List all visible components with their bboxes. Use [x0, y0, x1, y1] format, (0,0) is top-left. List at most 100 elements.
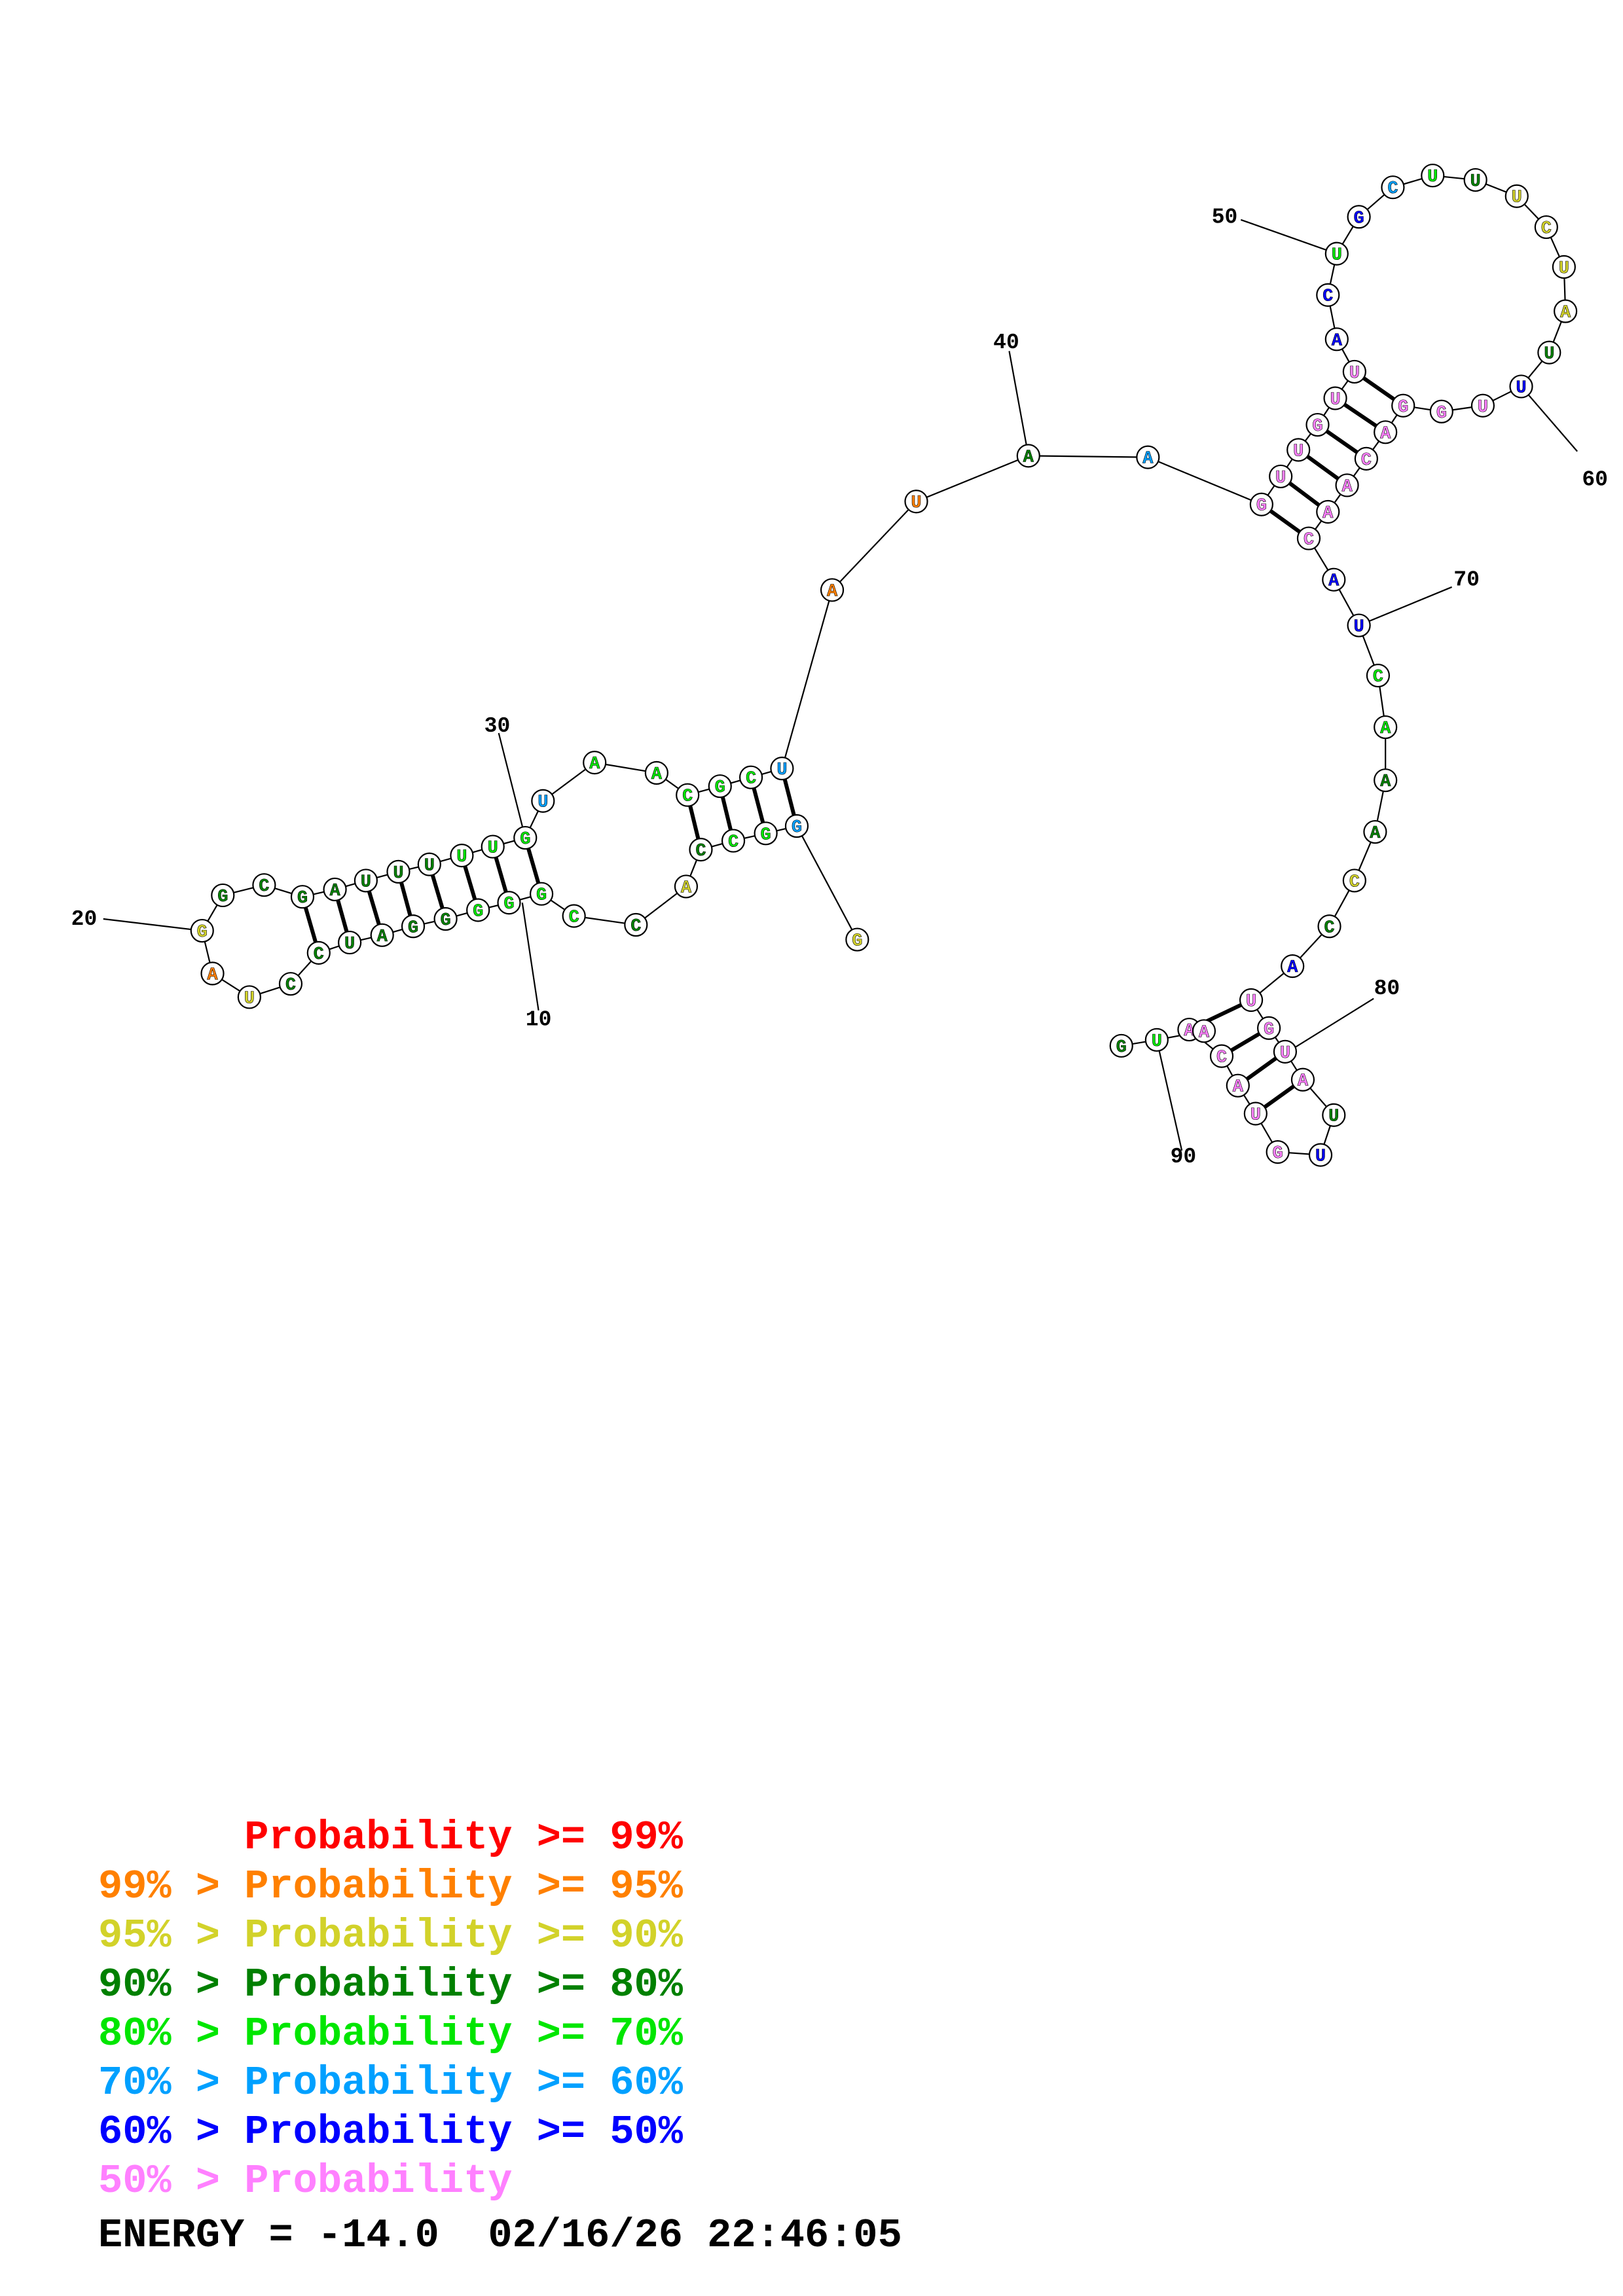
nucleotide: U	[338, 930, 362, 954]
nucleotide: C	[1381, 175, 1405, 200]
nucleotide-base: U	[1328, 1107, 1339, 1127]
position-number: 60	[1582, 467, 1608, 492]
nucleotide-base: A	[1322, 504, 1334, 524]
timestamp: 02/16/26 22:46:05	[488, 2212, 902, 2259]
nucleotide: U	[1421, 164, 1445, 187]
base-pair-lines	[301, 370, 1404, 1115]
nucleotide: C	[1209, 1044, 1234, 1068]
energy-label: ENERGY =	[98, 2212, 318, 2259]
nucleotide-base: A	[1380, 424, 1391, 444]
nucleotide: A	[644, 761, 668, 785]
nucleotide: A	[1324, 327, 1349, 351]
nucleotide-base: A	[1142, 450, 1154, 469]
position-number: 40	[993, 331, 1019, 355]
legend-text: Probability >= 70%	[244, 2011, 683, 2057]
nucleotide-base: C	[285, 976, 296, 996]
nucleotide: U	[1144, 1028, 1169, 1052]
nucleotide: G	[1109, 1033, 1133, 1058]
nucleotide-base: A	[827, 582, 838, 601]
legend-text: Probability >= 80%	[244, 1962, 683, 2008]
nucleotide-base: C	[1541, 219, 1552, 239]
nucleotide-base: A	[1184, 1022, 1195, 1041]
nucleotide-base: U	[1332, 246, 1342, 266]
nucleotide: G	[211, 883, 235, 907]
nucleotide: C	[306, 941, 331, 965]
nucleotide-base: C	[1216, 1049, 1227, 1068]
nucleotide-base: G	[440, 911, 450, 931]
nucleotide: G	[1305, 412, 1330, 437]
nucleotide-base: G	[197, 923, 208, 942]
nucleotide-base: G	[1116, 1038, 1127, 1058]
nucleotide-base: G	[503, 895, 514, 914]
legend-entry: 80% > Probability >= 70%	[98, 2009, 683, 2058]
nucleotide-base: G	[1436, 404, 1447, 423]
nucleotide-base: U	[1280, 1044, 1290, 1064]
nucleotide: C	[1534, 215, 1558, 239]
nucleotide: A	[1554, 299, 1578, 323]
nucleotide-base: C	[1361, 451, 1372, 471]
nucleotide: C	[624, 912, 648, 937]
position-number: 10	[526, 1007, 552, 1031]
nucleotide: A	[1016, 444, 1040, 468]
nucleotide-base: U	[488, 839, 498, 859]
nucleotide-base: G	[1264, 1020, 1274, 1040]
nucleotide: G	[1391, 393, 1415, 418]
nucleotide: G	[433, 906, 458, 931]
legend-prefix	[98, 1814, 244, 1861]
energy-value: -14.0	[317, 2212, 439, 2259]
nucleotide: U	[1509, 374, 1533, 399]
nucleotide-base: A	[1298, 1072, 1309, 1092]
probability-legend: Probability >= 99% 99% > Probability >= 9…	[98, 1813, 683, 2206]
nucleotide-base: G	[217, 888, 228, 907]
position-number: 50	[1212, 205, 1238, 229]
nucleotide-base: C	[746, 770, 756, 789]
nucleotide-base: A	[1328, 572, 1340, 592]
nucleotide-base: A	[377, 927, 388, 947]
nucleotide-base: U	[344, 935, 355, 954]
nucleotide-base: G	[852, 932, 862, 952]
legend-prefix: 90% >	[98, 1962, 245, 2008]
nucleotide: A	[1374, 420, 1398, 444]
nucleotide-base: C	[259, 877, 269, 897]
nucleotide-base: C	[1322, 287, 1333, 307]
position-number: 90	[1171, 1145, 1197, 1169]
nucleotide: G	[1429, 399, 1453, 423]
nucleotide: C	[252, 873, 276, 897]
nucleotide: G	[708, 774, 732, 798]
nucleotide: G	[466, 898, 490, 922]
nucleotide: U	[1552, 255, 1576, 279]
nucleotide-base: U	[1275, 469, 1286, 488]
nucleotide-base: A	[1370, 824, 1381, 844]
nucleotide: C	[1316, 283, 1340, 307]
nucleotide-base: U	[244, 989, 255, 1009]
nucleotide-base: A	[681, 878, 692, 898]
backbone-segment	[1147, 456, 1262, 505]
nucleotide: U	[531, 789, 555, 813]
nucleotide: A	[1374, 715, 1398, 739]
nucleotide: G	[1266, 1139, 1290, 1164]
legend-entry: Probability >= 99%	[98, 1813, 683, 1862]
nucleotide-base: U	[361, 872, 371, 892]
legend-text: Probability	[244, 2158, 513, 2204]
nucleotide: A	[200, 961, 225, 986]
position-tick	[1520, 386, 1578, 452]
nucleotide-base: U	[393, 864, 403, 884]
nucleotide: G	[845, 927, 869, 952]
nucleotide: U	[1470, 393, 1495, 418]
nucleotide-base: C	[630, 917, 641, 937]
legend-entry: 90% > Probability >= 80%	[98, 1960, 683, 2009]
nucleotide-base: G	[520, 830, 530, 850]
nucleotide: A	[820, 578, 845, 602]
nucleotide: A	[323, 877, 347, 901]
nucleotide: C	[721, 829, 746, 853]
nucleotide-base: U	[1246, 992, 1256, 1012]
nucleotide-base: U	[1315, 1147, 1326, 1167]
nucleotide: G	[1257, 1016, 1281, 1040]
backbone-lines	[201, 175, 1567, 1156]
nucleotide: C	[1317, 914, 1341, 939]
nucleotide: U	[1324, 242, 1349, 266]
nucleotide: A	[674, 874, 699, 899]
nucleotide: U	[904, 490, 928, 514]
nucleotide: C	[562, 904, 586, 928]
